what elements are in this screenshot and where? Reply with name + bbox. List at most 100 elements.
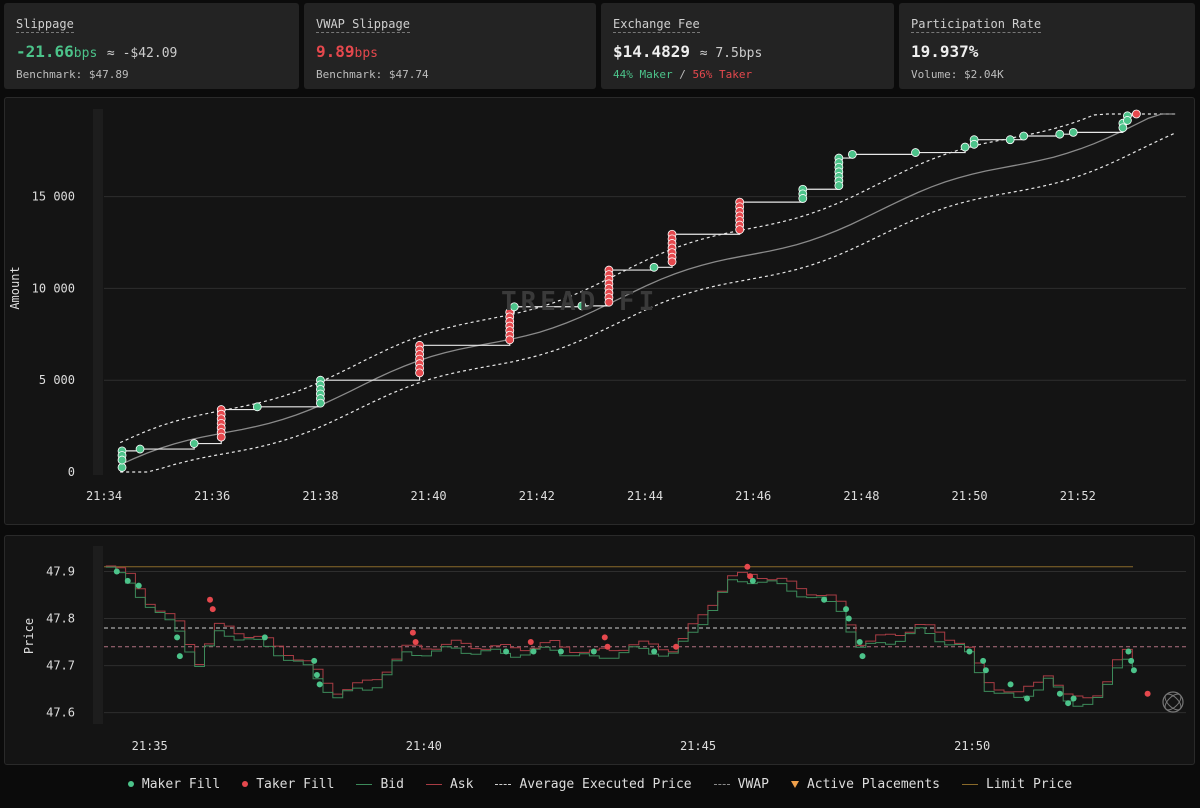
maker-fill-point[interactable] (1023, 695, 1030, 702)
taker-fill-point[interactable] (415, 368, 424, 378)
maker-fill-point[interactable] (911, 148, 920, 157)
taker-fill-point[interactable] (604, 643, 611, 650)
price-x-tick: 21:50 (954, 739, 990, 753)
taker-fill-point[interactable] (207, 596, 214, 603)
maker-fill-point[interactable] (117, 455, 127, 465)
maker-fill-point[interactable] (966, 648, 973, 655)
maker-fill-point[interactable] (1019, 131, 1029, 141)
vwap-benchmark: Benchmark: $47.74 (316, 68, 429, 81)
taker-fill-point[interactable] (744, 563, 751, 570)
participation-rate-value: 19.937% (911, 42, 979, 61)
limit-line-icon (962, 783, 978, 785)
taker-fill-point[interactable] (673, 643, 680, 650)
maker-fill-point[interactable] (124, 577, 131, 584)
amount-chart-panel: TREAD FI Amount 0 5 000 10 000 15 000 21:34… (4, 97, 1195, 525)
maker-fill-point[interactable] (960, 142, 970, 152)
maker-fill-point[interactable] (1118, 123, 1128, 133)
legend-active-placements[interactable]: Active Placements (790, 776, 940, 792)
maker-fill-point[interactable] (859, 653, 866, 660)
range-scrollbar[interactable] (93, 109, 103, 475)
maker-fill-point[interactable] (113, 568, 120, 575)
taker-fill-point[interactable] (601, 634, 608, 641)
taker-fill-point[interactable] (209, 606, 216, 613)
vwap-dash-icon (713, 783, 730, 785)
maker-fill-point[interactable] (856, 639, 863, 646)
maker-fill-point[interactable] (1007, 681, 1014, 688)
maker-fill-point[interactable] (509, 302, 519, 312)
exchange-fee-title: Exchange Fee (613, 17, 700, 33)
maker-fill-point[interactable] (834, 181, 844, 190)
maker-fill-point[interactable] (847, 149, 857, 159)
maker-fill-point[interactable] (174, 634, 181, 641)
taker-fill-point[interactable] (1144, 690, 1151, 697)
taker-fill-point[interactable] (527, 639, 534, 646)
maker-fill-point[interactable] (176, 653, 183, 660)
amount-chart[interactable]: TREAD FI Amount 0 5 000 10 000 15 000 21:34… (5, 98, 1194, 524)
legend-average-executed-price[interactable]: Average Executed Price (495, 777, 692, 792)
legend-taker-fill[interactable]: Taker Fill (242, 777, 334, 792)
taker-fill-point[interactable] (667, 257, 677, 267)
legend-maker-fill[interactable]: Maker Fill (127, 777, 220, 792)
legend-label: Active Placements (806, 776, 940, 792)
maker-fill-point[interactable] (649, 262, 659, 272)
maker-fill-point[interactable] (1005, 135, 1015, 145)
maker-fill-point[interactable] (798, 194, 808, 203)
maker-fill-point[interactable] (843, 606, 850, 613)
taker-fill-point[interactable] (604, 297, 614, 307)
vwap-slippage-card: VWAP Slippage 9.89bps Benchmark: $47.74 (304, 3, 596, 89)
upper-band-line (119, 113, 1176, 444)
legend-ask[interactable]: Ask (425, 777, 473, 792)
amount-x-tick: 21:48 (843, 489, 879, 503)
maker-fill-point[interactable] (577, 301, 587, 311)
taker-fill-point[interactable] (216, 432, 226, 442)
taker-fill-point[interactable] (505, 335, 515, 345)
maker-fill-point[interactable] (1122, 116, 1132, 125)
legend-bid[interactable]: Bid (356, 777, 404, 792)
price-range-scrollbar[interactable] (93, 546, 103, 724)
maker-fill-point[interactable] (530, 648, 537, 655)
maker-fill-point[interactable] (845, 615, 852, 622)
maker-fill-point[interactable] (1128, 657, 1135, 664)
maker-fill-point[interactable] (1068, 127, 1078, 137)
split-separator: / (672, 68, 693, 81)
exchange-fee-value: $14.4829 ≈ 7.5bps (613, 42, 882, 61)
maker-fill-point[interactable] (1125, 648, 1132, 655)
price-y-tick: 47.8 (46, 612, 75, 626)
taker-fill-point[interactable] (735, 225, 745, 235)
maker-fill-point[interactable] (503, 648, 510, 655)
participation-volume: Volume: $2.04K (911, 68, 1004, 81)
taker-fill-point[interactable] (747, 573, 754, 580)
taker-fill-point[interactable] (1132, 109, 1141, 119)
maker-fill-point[interactable] (969, 139, 979, 149)
maker-fill-point[interactable] (651, 648, 658, 655)
maker-fill-point[interactable] (557, 648, 564, 655)
maker-fill-point[interactable] (1056, 690, 1063, 697)
maker-fill-point[interactable] (252, 402, 262, 412)
maker-fill-point[interactable] (189, 439, 199, 448)
maker-fill-point[interactable] (982, 667, 989, 674)
maker-fill-point[interactable] (135, 444, 145, 454)
maker-fill-point[interactable] (313, 671, 320, 678)
taker-fill-point[interactable] (412, 639, 419, 646)
maker-fill-point[interactable] (1130, 667, 1137, 674)
price-chart[interactable]: Price 47.6 47.7 47.8 47.9 21:35 21:40 21:45 21… (5, 536, 1194, 764)
reset-zoom-icon[interactable] (1162, 691, 1184, 713)
maker-fill-point[interactable] (316, 681, 323, 688)
taker-fill-point[interactable] (409, 629, 416, 636)
legend-limit-price[interactable]: Limit Price (962, 777, 1072, 792)
maker-fill-point[interactable] (311, 657, 318, 664)
maker-fill-point[interactable] (980, 657, 987, 664)
maker-fill-point[interactable] (821, 596, 828, 603)
maker-fill-point[interactable] (1070, 695, 1077, 702)
maker-fill-point[interactable] (1065, 700, 1072, 707)
maker-fill-point[interactable] (117, 463, 127, 472)
maker-fill-point[interactable] (749, 577, 756, 584)
legend-vwap[interactable]: VWAP (713, 777, 769, 792)
maker-fill-point[interactable] (1055, 129, 1065, 139)
maker-fill-point[interactable] (135, 582, 142, 589)
amount-x-tick: 21:44 (627, 489, 663, 503)
maker-fill-point[interactable] (590, 648, 597, 655)
maker-fill-point[interactable] (261, 634, 268, 641)
exchange-fee-approx: ≈ 7.5bps (699, 46, 763, 61)
maker-fill-point[interactable] (315, 398, 325, 408)
